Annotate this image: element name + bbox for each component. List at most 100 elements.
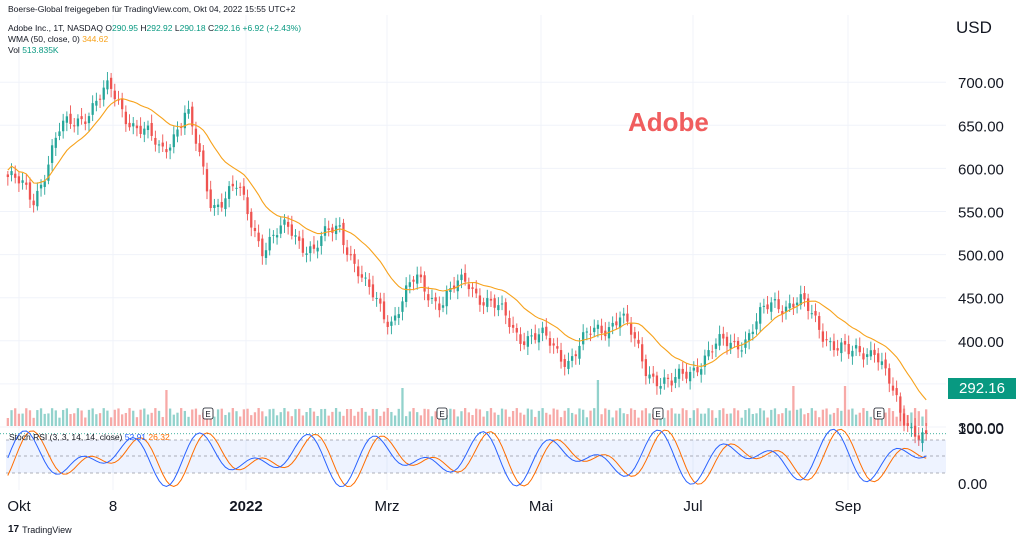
volume-bar xyxy=(552,408,555,426)
candle-body xyxy=(168,147,172,151)
volume-bar xyxy=(729,413,732,426)
volume-bar xyxy=(456,416,459,426)
candle-body xyxy=(792,303,795,308)
close-value: 292.16 xyxy=(214,23,241,33)
volume-bar xyxy=(357,411,360,426)
candle-body xyxy=(405,285,408,302)
candle-body xyxy=(777,299,780,310)
candle-body xyxy=(180,127,183,129)
volume-bar xyxy=(102,408,105,426)
volume-bars xyxy=(6,380,928,426)
candle-body xyxy=(851,350,854,357)
volume-bar xyxy=(6,418,9,426)
stoch-rsi-k-value: 52.91 xyxy=(124,432,147,442)
volume-bar xyxy=(725,413,729,426)
close-label: C xyxy=(207,23,215,33)
volume-bar xyxy=(888,408,891,426)
candle-body xyxy=(843,341,847,345)
volume-bar xyxy=(405,416,408,426)
candle-body xyxy=(906,423,909,426)
candle-body xyxy=(364,277,367,279)
candle-body xyxy=(290,224,293,236)
volume-bar xyxy=(508,416,511,426)
candle-body xyxy=(62,120,65,132)
volume-bar xyxy=(98,413,102,426)
wma-legend[interactable]: WMA (50, close, 0) 344.62 xyxy=(8,34,108,44)
candle-body xyxy=(696,366,699,373)
symbol-legend[interactable]: Adobe Inc., 1T, NASDAQ O290.95 H292.92 L… xyxy=(8,23,301,33)
volume-bar xyxy=(534,416,537,426)
volume-bar xyxy=(593,408,596,426)
tradingview-mark-icon: 17 xyxy=(8,524,20,535)
candle-body xyxy=(511,324,515,328)
chart-title-overlay: Adobe xyxy=(628,107,709,137)
candle-body xyxy=(250,211,253,228)
wma-value: 344.62 xyxy=(82,34,109,44)
candle-body xyxy=(464,272,467,282)
volume-bar xyxy=(390,411,393,426)
candle-body xyxy=(80,116,83,120)
stoch-rsi-legend[interactable]: Stoch RSI (3, 3, 14, 14, close) 52.91 26… xyxy=(9,432,170,442)
volume-bar xyxy=(80,410,83,426)
candle-body xyxy=(47,164,50,181)
time-axis[interactable]: Okt 8 2022 Mrz Mai Jul Sep xyxy=(7,498,861,515)
tradingview-logo[interactable]: 17 TradingView xyxy=(8,524,72,535)
candle-body xyxy=(360,274,364,278)
volume-bar xyxy=(408,411,411,426)
candle-body xyxy=(73,125,76,127)
price-axis[interactable]: 700.00 650.00 600.00 550.00 500.00 450.00 400.… xyxy=(958,75,1004,493)
volume-bar xyxy=(168,408,172,426)
candle-body xyxy=(799,294,802,306)
candle-body xyxy=(357,266,360,277)
volume-bar xyxy=(349,408,352,426)
earnings-marker-label: E xyxy=(876,410,881,419)
volume-bar xyxy=(563,410,566,426)
candle-body xyxy=(770,302,773,312)
price-tick-label: 550.00 xyxy=(958,205,1004,222)
candle-body xyxy=(183,112,187,129)
volume-bar xyxy=(50,408,54,426)
candle-body xyxy=(541,327,544,334)
volume-bar xyxy=(375,409,378,426)
candle-body xyxy=(205,169,209,192)
volume-bar xyxy=(43,413,46,426)
volume-bar xyxy=(239,416,242,426)
time-tick-label: 8 xyxy=(109,498,117,515)
volume-bar xyxy=(180,408,183,426)
candle-body xyxy=(806,298,810,311)
candle-body xyxy=(652,373,655,377)
earnings-marker-label: E xyxy=(655,410,660,419)
candle-body xyxy=(821,331,825,342)
volume-bar xyxy=(641,410,644,426)
volume-bar xyxy=(703,413,707,426)
volume-bar xyxy=(751,413,754,426)
volume-bar xyxy=(548,414,552,426)
candle-body xyxy=(570,356,574,361)
candle-body xyxy=(449,288,452,293)
volume-bar xyxy=(272,408,275,426)
volume-bar xyxy=(301,415,305,426)
candle-body xyxy=(747,333,751,341)
volume-bar xyxy=(747,408,751,426)
volume-legend[interactable]: Vol 513.835K xyxy=(8,45,59,55)
earnings-marker-icon xyxy=(652,407,664,420)
volume-bar xyxy=(224,414,227,426)
candle-body xyxy=(596,324,600,329)
wma-line xyxy=(7,98,927,401)
candle-body xyxy=(460,274,463,281)
price-tick-label: 600.00 xyxy=(958,161,1004,178)
volume-bar xyxy=(430,416,434,426)
volume-bar xyxy=(139,409,142,426)
candle-body xyxy=(670,380,673,386)
candle-body xyxy=(261,238,264,257)
candle-body xyxy=(452,285,456,290)
candle-body xyxy=(132,123,135,127)
candle-body xyxy=(227,186,231,199)
rsi-tick-label: 0.00 xyxy=(958,476,987,493)
volume-bar xyxy=(615,410,618,426)
volume-bar xyxy=(165,390,168,426)
candle-body xyxy=(316,247,319,252)
candle-body xyxy=(552,343,555,346)
